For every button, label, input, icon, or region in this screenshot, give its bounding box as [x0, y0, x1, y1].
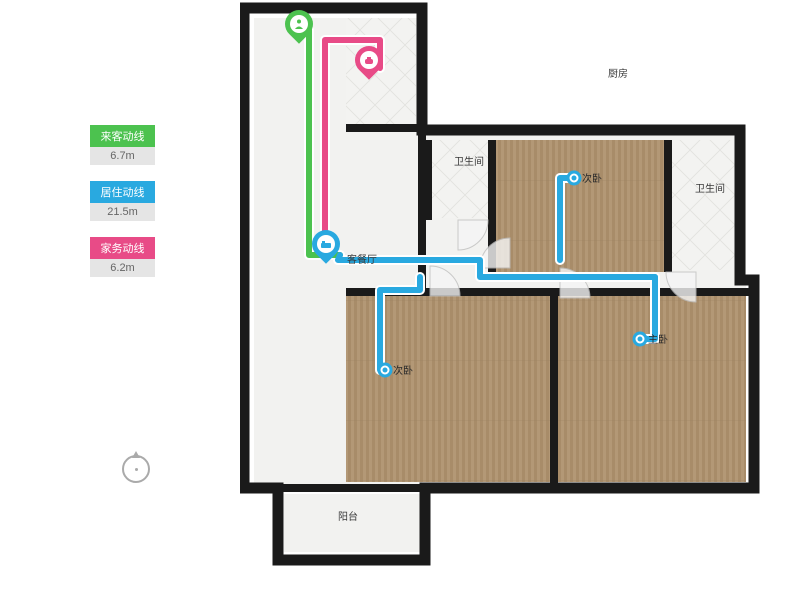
legend-item-guest: 来客动线 6.7m [90, 125, 155, 165]
endpoint-label: 次卧 [393, 364, 413, 377]
legend-label-guest: 来客动线 [90, 125, 155, 147]
bath2-label: 卫生间 [695, 180, 725, 195]
bath1-label: 卫生间 [454, 153, 484, 168]
kitchen-label: 厨房 [608, 65, 628, 80]
room-bed_ne [496, 140, 668, 272]
room-bath2 [672, 140, 740, 270]
legend-value-resident: 21.5m [90, 203, 155, 221]
legend-item-chore: 家务动线 6.2m [90, 237, 155, 277]
legend-value-chore: 6.2m [90, 259, 155, 277]
legend-value-guest: 6.7m [90, 147, 155, 165]
room-bath1 [428, 140, 492, 218]
pot-icon [360, 51, 378, 69]
legend-label-resident: 居住动线 [90, 181, 155, 203]
person-icon [290, 15, 308, 33]
legend-item-resident: 居住动线 21.5m [90, 181, 155, 221]
balcony-label: 阳台 [338, 508, 358, 523]
living-label: 客餐厅 [347, 251, 377, 266]
endpoint-label: 主卧 [648, 333, 668, 346]
endpoint-label: 次卧 [582, 172, 602, 185]
marker-entry [285, 10, 315, 48]
marker-kitchen [355, 46, 385, 84]
legend-label-chore: 家务动线 [90, 237, 155, 259]
floorplan: 次卧次卧主卧 [240, 0, 800, 600]
bed-icon [317, 235, 335, 253]
marker-living [312, 230, 342, 268]
compass-icon [122, 455, 150, 483]
room-balcony [284, 494, 422, 552]
legend: 来客动线 6.7m 居住动线 21.5m 家务动线 6.2m [90, 125, 155, 293]
